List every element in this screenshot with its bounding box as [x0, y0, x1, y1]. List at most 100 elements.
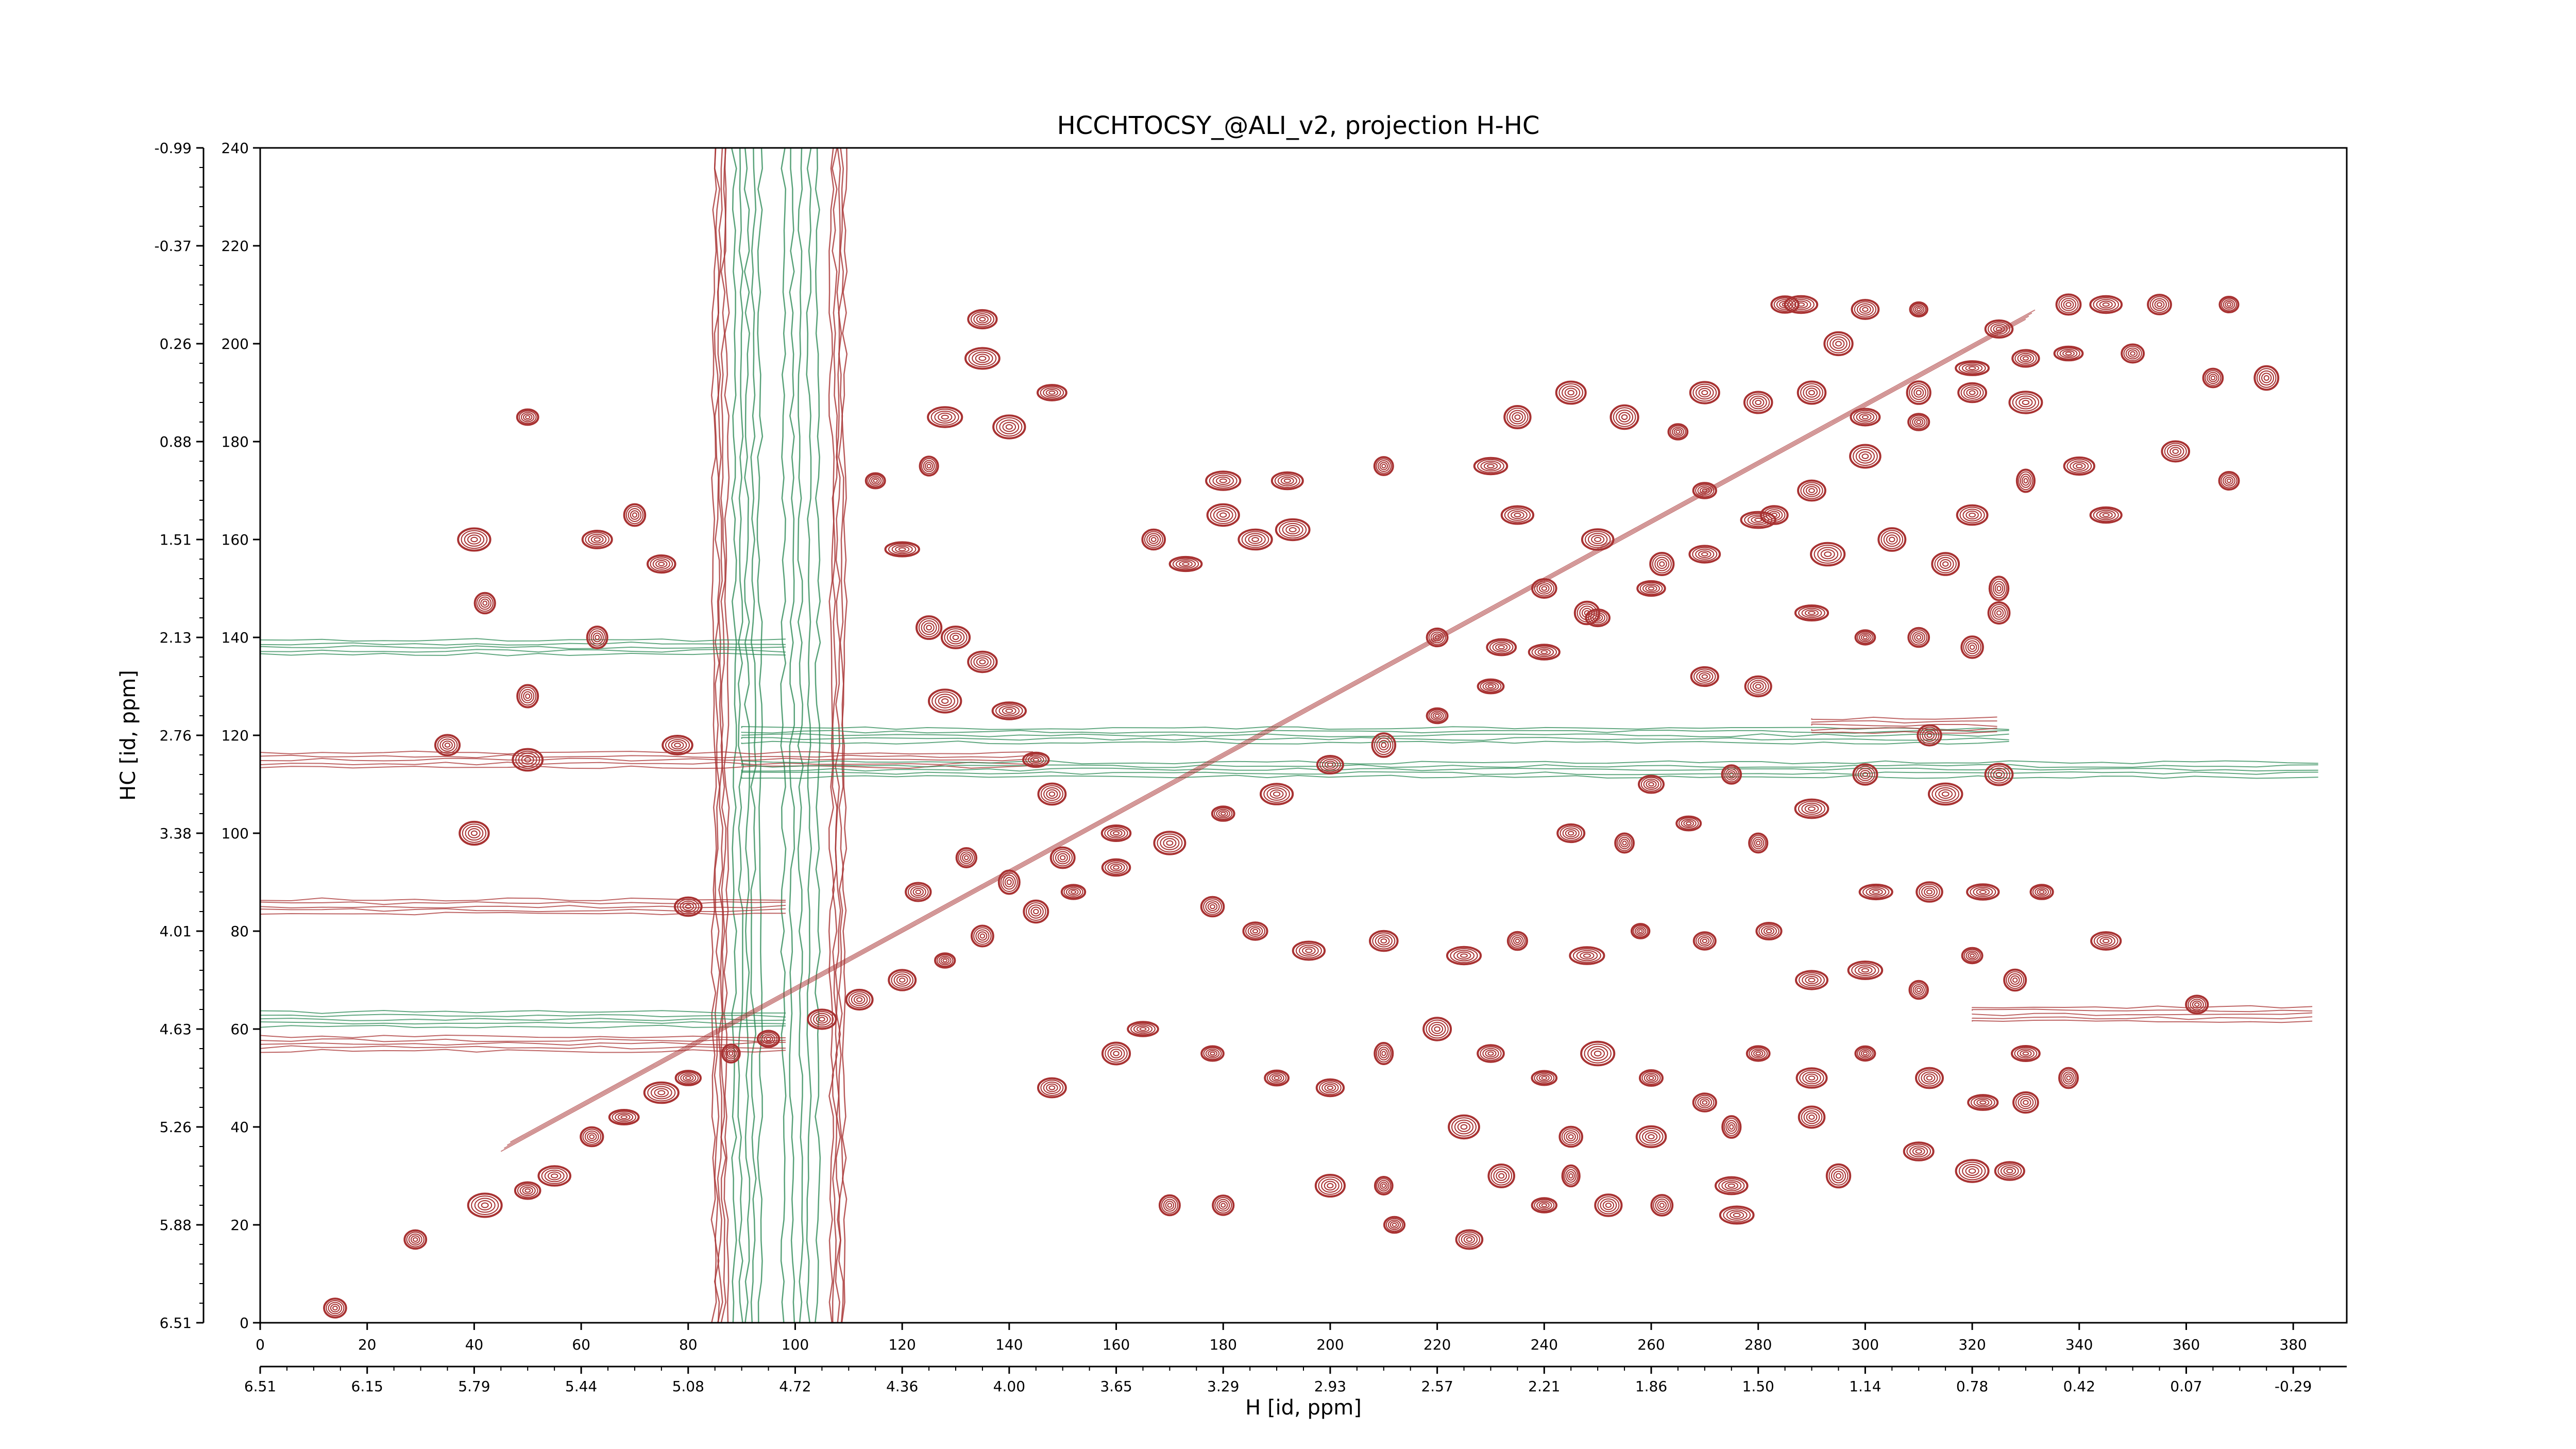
contour-level — [1719, 1205, 1755, 1225]
contour-level — [1277, 475, 1297, 486]
contour-level — [1751, 1049, 1766, 1058]
contour-level — [1797, 302, 1805, 307]
contour-level — [2059, 349, 2078, 358]
contour-level — [1500, 505, 1535, 525]
contour-level — [1205, 1049, 1220, 1058]
contour-level — [2166, 445, 2184, 458]
contour-level — [1859, 305, 1871, 314]
contour-level — [323, 1298, 347, 1319]
contour-level — [1216, 1199, 1230, 1212]
contour-level — [518, 752, 537, 767]
horizontal-streak-line — [260, 1034, 786, 1038]
contour-level — [1378, 460, 1390, 472]
horizontal-streak-line — [741, 730, 2009, 734]
contour-peak — [1531, 578, 1557, 599]
contour-peak — [2003, 968, 2027, 992]
contour-peak — [1581, 528, 1615, 551]
contour-level — [1692, 383, 1717, 402]
contour-level — [1914, 418, 1924, 426]
contour-level — [1862, 772, 1868, 777]
contour-level — [657, 1090, 666, 1096]
contour-level — [938, 412, 953, 422]
contour-level — [587, 1132, 597, 1141]
vertical-streak-line — [756, 148, 764, 1323]
x-ppm-tick-label: 5.44 — [565, 1378, 597, 1395]
contour-level — [923, 622, 935, 633]
contour-level — [2226, 302, 2232, 307]
contour-level — [1110, 1049, 1123, 1058]
contour-level — [1451, 1117, 1477, 1137]
contour-level — [2065, 351, 2072, 356]
contour-peak — [1759, 505, 1789, 525]
contour-level — [525, 693, 531, 699]
contour-level — [1860, 1050, 1870, 1057]
contour-level — [1823, 331, 1854, 357]
contour-level — [512, 748, 544, 772]
contour-level — [1643, 1073, 1659, 1083]
y-index-tick-label: 240 — [222, 140, 249, 157]
contour-level — [2194, 1002, 2200, 1007]
contour-level — [1862, 1051, 1868, 1056]
x-ppm-tick-label: 2.57 — [1421, 1378, 1453, 1395]
horizontal-streak-line — [741, 733, 2009, 737]
contour-level — [916, 615, 943, 640]
contour-level — [517, 1183, 538, 1198]
contour-level — [871, 477, 880, 484]
contour-level — [522, 1187, 533, 1194]
contour-peak — [1212, 1194, 1235, 1216]
contour-level — [677, 899, 700, 915]
contour-level — [1798, 801, 1825, 817]
horizontal-streak-line — [260, 652, 786, 656]
contour-level — [1993, 769, 2005, 780]
contour-level — [1654, 557, 1670, 571]
contour-level — [1048, 791, 1056, 797]
contour-level — [1649, 552, 1675, 576]
contour-level — [1847, 961, 1884, 980]
contour-peak — [1795, 1067, 1828, 1089]
contour-level — [1426, 707, 1449, 724]
contour-level — [1567, 390, 1574, 396]
contour-peak — [403, 1229, 428, 1250]
contour-level — [1220, 812, 1226, 816]
contour-level — [654, 1088, 669, 1098]
contour-level — [1860, 770, 1871, 779]
contour-level — [1040, 785, 1064, 803]
contour-level — [1639, 1127, 1664, 1146]
contour-level — [1965, 950, 1979, 961]
contour-level — [1274, 1076, 1280, 1080]
contour-level — [1485, 1050, 1497, 1057]
contour-level — [1241, 531, 1269, 548]
contour-level — [2192, 1000, 2202, 1009]
contour-level — [1914, 306, 1923, 313]
contour-level — [1877, 527, 1907, 552]
horizontal-streak-line — [741, 726, 2009, 730]
contour-level — [1483, 462, 1498, 470]
contour-level — [2062, 350, 2075, 357]
x-ppm-tick-label: 2.21 — [1528, 1378, 1560, 1395]
contour-level — [1568, 1173, 1573, 1179]
contour-level — [1926, 1075, 1933, 1081]
contour-level — [1562, 385, 1581, 400]
contour-level — [1678, 817, 1699, 830]
contour-peak — [1692, 931, 1717, 951]
contour-level — [1773, 297, 1797, 312]
contour-level — [1883, 532, 1901, 547]
contour-level — [2062, 1071, 2075, 1085]
contour-level — [680, 1073, 697, 1083]
contour-level — [1910, 982, 1927, 998]
contour-level — [1962, 363, 1983, 373]
contour-level — [2039, 890, 2045, 894]
contour-peak — [927, 406, 963, 428]
contour-level — [1808, 806, 1816, 812]
vertical-streak-line — [743, 148, 751, 1323]
contour-level — [1692, 1092, 1717, 1113]
contour-level — [1754, 838, 1762, 848]
contour-level — [1723, 1118, 1739, 1136]
contour-level — [1280, 477, 1294, 485]
contour-level — [1509, 933, 1526, 949]
contour-level — [1030, 906, 1042, 917]
contour-level — [1221, 1203, 1226, 1208]
contour-level — [807, 1008, 837, 1030]
contour-level — [2221, 298, 2237, 311]
contour-level — [918, 618, 940, 637]
